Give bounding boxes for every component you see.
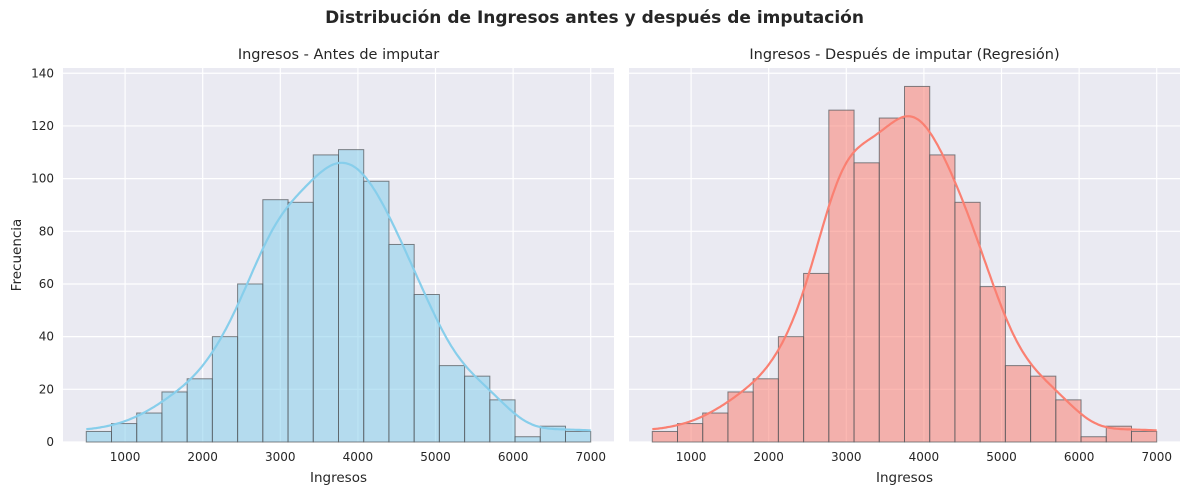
x-tick-label: 3000	[831, 450, 862, 464]
subplot-title: Ingresos - Después de imputar (Regresión…	[749, 47, 1059, 63]
x-tick-label: 4000	[343, 450, 374, 464]
y-tick-label: 140	[31, 66, 54, 80]
panel-after-imputation: 1000 2000 3000 4000 5000 6000 7000 Ingresos - D…	[629, 47, 1180, 486]
y-tick-label: 100	[31, 172, 54, 186]
y-axis-label: Frecuencia	[9, 219, 25, 292]
figure-title: Distribución de Ingresos antes y después…	[325, 8, 864, 28]
histogram-bar	[312, 154, 339, 443]
y-tick-label: 40	[39, 330, 54, 344]
x-tick-label: 2000	[187, 450, 218, 464]
x-tick-label: 4000	[909, 450, 940, 464]
x-tick-label: 6000	[1064, 450, 1095, 464]
density-line	[652, 115, 1157, 432]
histogram-bar	[1080, 436, 1107, 443]
histogram-bar	[702, 412, 729, 443]
histogram-bar	[514, 436, 541, 443]
x-tick-label: 6000	[498, 450, 529, 464]
histogram-bar	[363, 180, 390, 443]
y-tick-label: 60	[39, 277, 54, 291]
histogram-bar	[904, 85, 931, 443]
histogram-bar	[388, 243, 415, 443]
histogram-bar	[262, 199, 289, 443]
x-tick-label: 2000	[753, 450, 784, 464]
y-tick-label: 20	[39, 382, 54, 396]
histogram-bar	[438, 365, 466, 443]
histogram-bar	[929, 154, 956, 443]
histogram-bar	[564, 430, 592, 443]
histogram-bar	[727, 391, 754, 443]
subplot-title: Ingresos - Antes de imputar	[238, 47, 439, 63]
panel-before-imputation: 1000 2000 3000 4000 5000 6000 7000 0 20 40 60 80 100…	[9, 47, 614, 486]
histogram-bar	[186, 378, 213, 443]
x-tick-label: 7000	[1141, 450, 1172, 464]
histogram-bar	[752, 378, 779, 443]
histogram-bar	[413, 294, 440, 443]
histogram-bar	[111, 423, 138, 443]
histogram-bar	[878, 117, 906, 443]
histogram-bar	[287, 201, 314, 443]
x-tick-label: 7000	[575, 450, 606, 464]
x-tick-label: 1000	[676, 450, 707, 464]
y-tick-label: 80	[39, 224, 54, 238]
histogram-bar	[828, 109, 855, 443]
histogram-bar	[136, 412, 163, 443]
y-tick-label: 120	[31, 119, 54, 133]
histogram-bar	[85, 430, 113, 443]
histogram-bar	[237, 283, 264, 443]
histogram-bar	[651, 430, 679, 443]
x-tick-label: 1000	[110, 450, 141, 464]
x-tick-label: 5000	[420, 450, 451, 464]
density-line	[86, 161, 591, 432]
histogram-bar	[211, 336, 239, 443]
histogram-bar	[979, 286, 1006, 443]
histogram-bar	[677, 423, 704, 443]
histogram-bar	[489, 399, 516, 443]
histogram-bar	[1055, 399, 1082, 443]
x-tick-label: 3000	[265, 450, 296, 464]
y-tick-label: 0	[46, 435, 54, 449]
x-axis-label: Ingresos	[310, 470, 367, 486]
histogram-bar	[954, 201, 981, 443]
x-tick-label: 5000	[986, 450, 1017, 464]
histogram-bar	[853, 162, 880, 443]
x-axis-label: Ingresos	[876, 470, 933, 486]
histogram-bar	[803, 272, 830, 443]
histogram-bar	[1004, 365, 1032, 443]
histogram-bar	[777, 336, 805, 443]
histogram-bar	[1130, 430, 1158, 443]
histogram-bar	[338, 149, 365, 443]
